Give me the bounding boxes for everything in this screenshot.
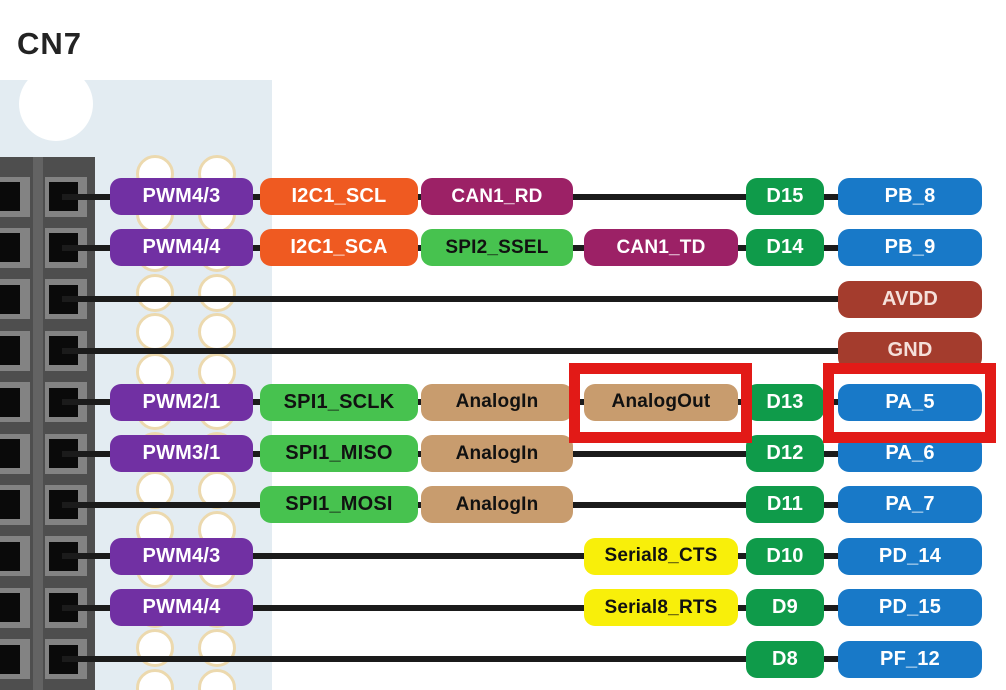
pin-pill-pwm4-4: PWM4/4 bbox=[110, 589, 253, 627]
breadboard-hole bbox=[136, 313, 174, 351]
pin-pill-analogin: AnalogIn bbox=[421, 435, 573, 472]
wire-line bbox=[62, 553, 900, 560]
pin-contact-left bbox=[0, 644, 20, 674]
pin-pill-pb-9: PB_9 bbox=[838, 229, 982, 267]
pin-contact-left bbox=[0, 490, 20, 520]
pin-pill-spi1-miso: SPI1_MISO bbox=[260, 435, 418, 472]
pin-pill-d13: D13 bbox=[746, 383, 824, 421]
pin-pill-i2c1-scl: I2C1_SCL bbox=[260, 178, 418, 215]
wire-line bbox=[62, 656, 900, 663]
pin-pill-pb-8: PB_8 bbox=[838, 178, 982, 215]
connector-divider bbox=[33, 157, 43, 690]
mounting-hole bbox=[19, 67, 93, 141]
pin-pill-d10: D10 bbox=[746, 537, 824, 575]
connector-title: CN7 bbox=[17, 26, 83, 61]
wire-line bbox=[62, 604, 900, 611]
pin-pill-spi1-sclk: SPI1_SCLK bbox=[260, 383, 418, 421]
pin-pill-d14: D14 bbox=[746, 229, 824, 267]
breadboard-hole bbox=[197, 273, 236, 312]
pin-pill-can1-td: CAN1_TD bbox=[584, 229, 738, 267]
pin-pill-analogin: AnalogIn bbox=[421, 383, 573, 421]
wire-line bbox=[62, 296, 900, 303]
pin-pill-spi1-mosi: SPI1_MOSI bbox=[260, 486, 418, 524]
pin-pill-d8: D8 bbox=[746, 640, 824, 678]
pin-pill-pa-5: PA_5 bbox=[838, 383, 982, 421]
pin-pill-serial8-cts: Serial8_CTS bbox=[584, 537, 738, 575]
pin-pill-pf-12: PF_12 bbox=[838, 640, 982, 678]
pin-contact-left bbox=[0, 336, 20, 366]
pin-contact-left bbox=[0, 387, 20, 417]
breadboard-hole bbox=[136, 273, 174, 312]
pin-pill-pwm4-3: PWM4/3 bbox=[110, 537, 253, 575]
pin-pill-d9: D9 bbox=[746, 589, 824, 627]
pin-pill-pd-15: PD_15 bbox=[838, 589, 982, 627]
pin-pill-pd-14: PD_14 bbox=[838, 537, 982, 575]
pin-pill-pwm4-3: PWM4/3 bbox=[110, 178, 253, 215]
pin-contact-left bbox=[0, 541, 20, 571]
pin-contact-left bbox=[0, 439, 20, 468]
pin-pill-d12: D12 bbox=[746, 435, 824, 472]
pin-pill-pa-7: PA_7 bbox=[838, 486, 982, 524]
highlight-rect-pa-5 bbox=[823, 362, 996, 443]
pin-pill-avdd: AVDD bbox=[838, 280, 982, 318]
wire-line bbox=[62, 347, 900, 354]
pin-pill-analogout: AnalogOut bbox=[584, 383, 738, 421]
pin-pill-pwm4-4: PWM4/4 bbox=[110, 229, 253, 267]
pin-pill-serial8-rts: Serial8_RTS bbox=[584, 589, 738, 627]
breadboard-hole bbox=[197, 313, 236, 351]
pin-pill-spi2-ssel: SPI2_SSEL bbox=[421, 229, 573, 267]
breadboard-hole bbox=[197, 668, 236, 690]
pin-pill-d15: D15 bbox=[746, 178, 824, 215]
pin-contact-left bbox=[0, 284, 20, 314]
pin-contact-left bbox=[0, 182, 20, 211]
pin-pill-analogin: AnalogIn bbox=[421, 486, 573, 524]
pin-contact-left bbox=[0, 593, 20, 623]
pin-pill-pwm3-1: PWM3/1 bbox=[110, 435, 253, 472]
pin-pill-can1-rd: CAN1_RD bbox=[421, 178, 573, 215]
pin-pill-i2c1-sca: I2C1_SCA bbox=[260, 229, 418, 267]
pin-contact-left bbox=[0, 233, 20, 263]
pin-pill-pwm2-1: PWM2/1 bbox=[110, 383, 253, 421]
highlight-rect-analogout bbox=[569, 362, 752, 443]
pin-pill-d11: D11 bbox=[746, 486, 824, 524]
